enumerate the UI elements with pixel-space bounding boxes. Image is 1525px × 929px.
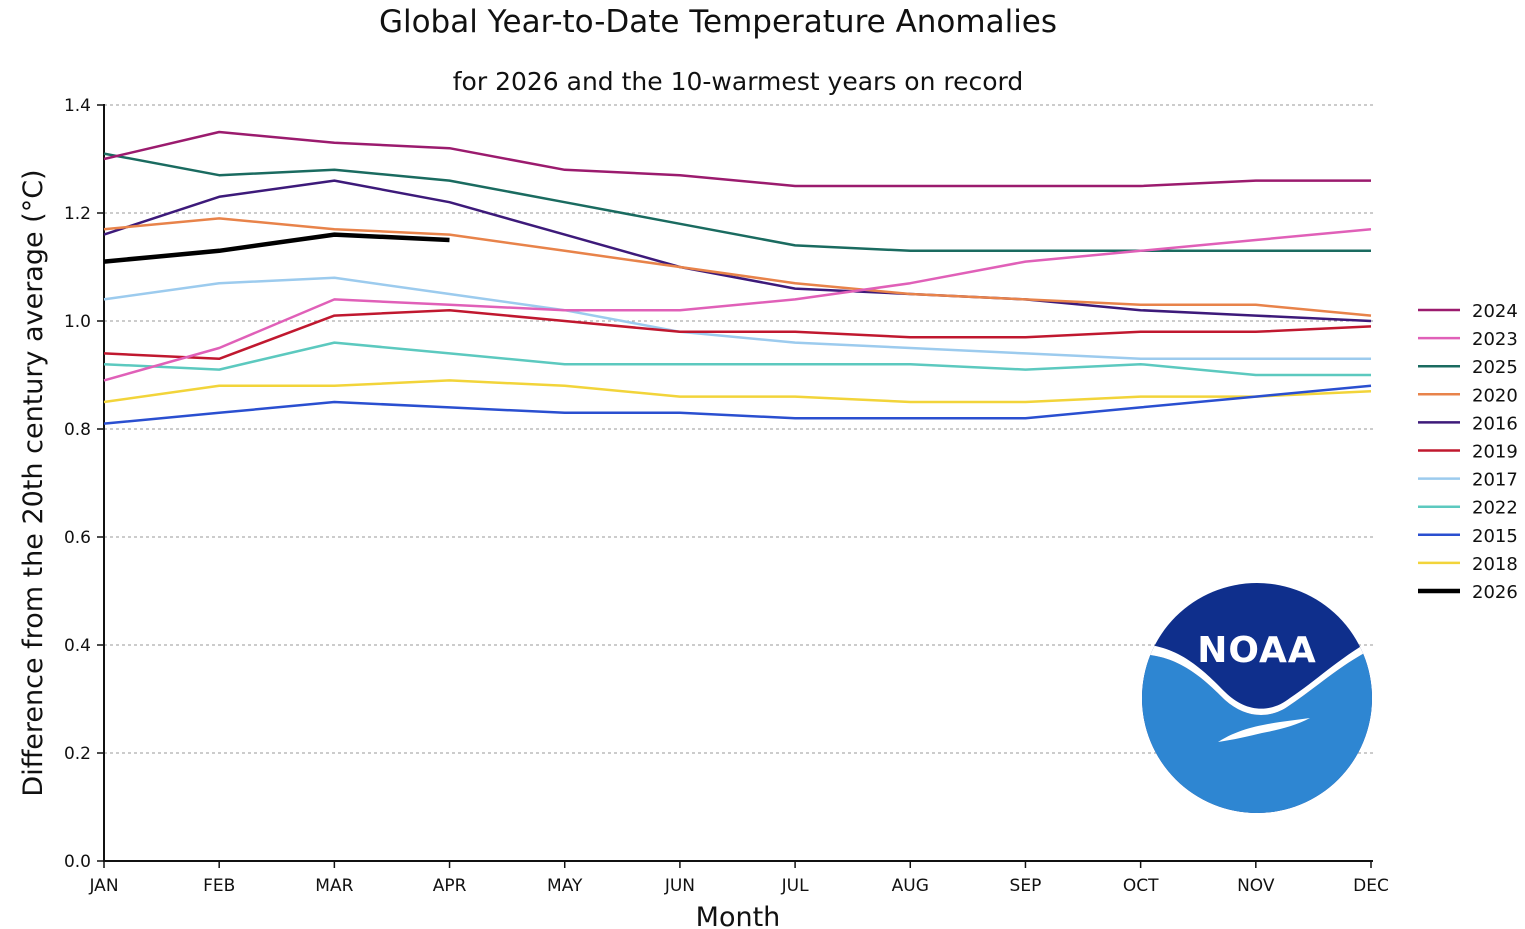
legend-label-2016: 2016 [1472,413,1518,434]
series-line-2016 [103,179,1372,323]
y-tick-label: 0.0 [64,852,91,872]
y-axis-ticks: 0.0 0.2 0.4 0.6 0.8 1.0 1.2 1.4 [64,96,104,872]
series-line-2015 [103,384,1372,425]
noaa-logo: NOAA [1142,583,1372,813]
x-tick-label: APR [433,876,467,896]
legend-label-2022: 2022 [1472,498,1518,519]
y-tick-label: 0.4 [64,636,91,656]
legend-label-2023: 2023 [1472,329,1518,350]
x-tick-label: JUN [664,876,695,896]
series-line-2022 [103,341,1371,377]
legend-label-2015: 2015 [1472,526,1518,547]
x-tick-label: NOV [1237,876,1275,896]
series-line-2019 [103,308,1372,361]
x-tick-label: JUL [781,876,809,896]
x-tick-label: FEB [203,876,235,896]
x-tick-label: MAY [547,876,583,896]
legend-label-2020: 2020 [1472,385,1518,406]
series-line-2024 [103,130,1371,188]
series-line-2023 [103,227,1372,382]
y-tick-label: 1.0 [64,312,91,332]
y-tick-label: 0.8 [64,420,91,440]
legend-label-2024: 2024 [1472,301,1518,322]
series-lines [103,130,1372,425]
series-line-2017 [103,276,1371,361]
series-line-2025 [103,152,1371,253]
y-tick-label: 0.6 [64,528,91,548]
y-tick-label: 1.2 [64,204,91,224]
y-axis-label: Difference from the 20th century average… [18,169,49,796]
x-tick-label: JAN [88,876,118,896]
chart-subtitle: for 2026 and the 10-warmest years on rec… [453,67,1023,96]
legend-label-2018: 2018 [1472,554,1518,575]
x-tick-label: DEC [1353,876,1389,896]
chart-title: Global Year-to-Date Temperature Anomalie… [379,4,1057,40]
logo-text: NOAA [1197,630,1317,671]
x-tick-label: SEP [1010,876,1042,896]
seagull-icon [1218,718,1310,742]
x-axis-label: Month [696,902,781,929]
legend-label-2025: 2025 [1472,357,1518,378]
x-tick-label: OCT [1123,876,1159,896]
legend-label-2017: 2017 [1472,470,1518,491]
y-tick-label: 1.4 [64,96,91,116]
legend: 2024 2023 2025 2020 2016 2019 2017 2022 2015 2018… [1418,301,1518,603]
y-tick-label: 0.2 [64,744,91,764]
x-tick-label: AUG [892,876,929,896]
series-line-2020 [103,217,1372,317]
series-line-2026 [103,232,450,264]
legend-label-2019: 2019 [1472,442,1518,463]
x-axis-ticks: JAN FEB MAR APR MAY JUN JUL AUG SEP OCT NOV DEC [88,861,1389,896]
x-tick-label: MAR [315,876,353,896]
legend-label-2026: 2026 [1472,582,1518,603]
series-line-2018 [103,379,1372,404]
